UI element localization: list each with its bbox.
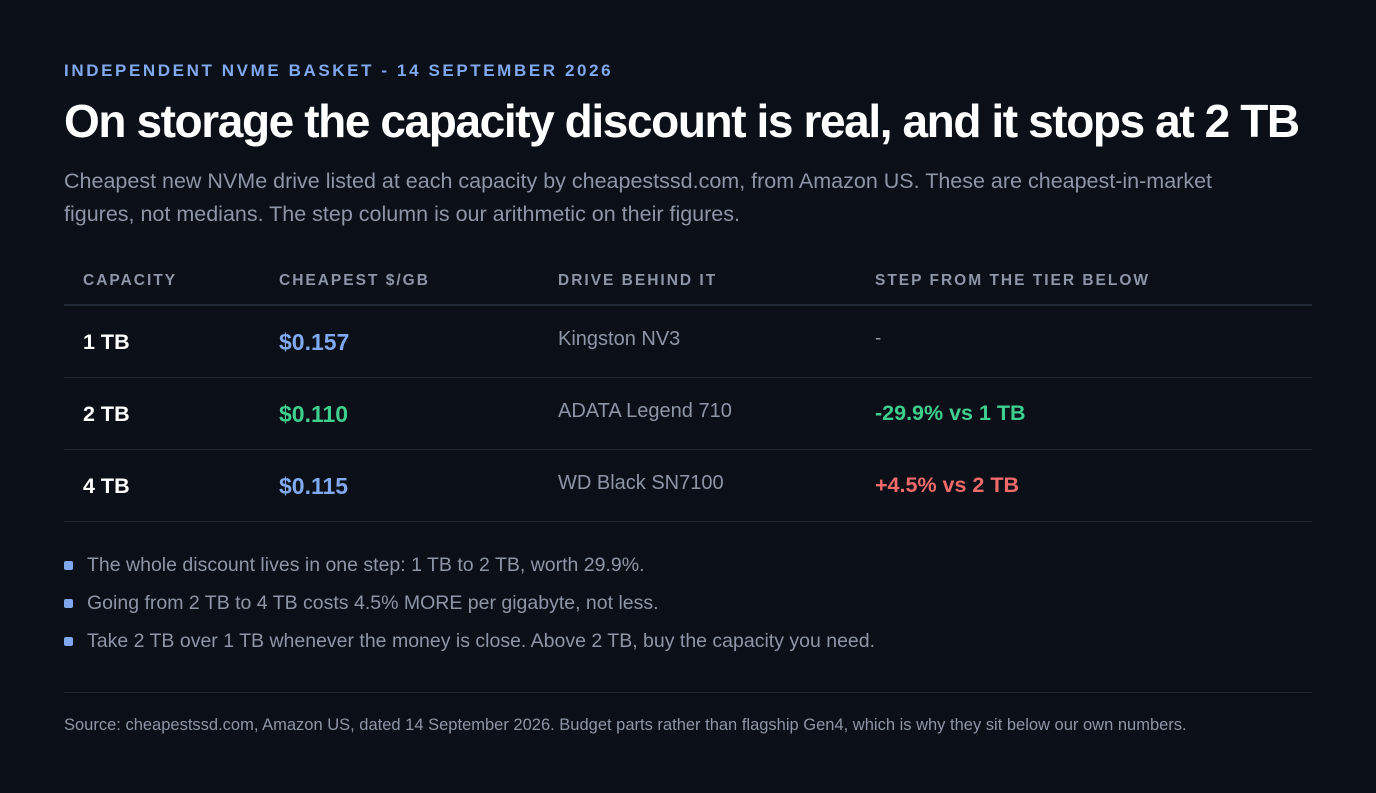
price-cell: $0.110: [279, 401, 349, 427]
capacity-cell: 2 TB: [83, 402, 130, 426]
list-item: The whole discount lives in one step: 1 …: [64, 548, 1312, 586]
bullet-marker-icon: [64, 561, 73, 570]
column-header-step: STEP FROM THE TIER BELOW: [875, 272, 1151, 289]
step-cell: +4.5% vs 2 TB: [875, 473, 1020, 497]
drive-cell: ADATA Legend 710: [558, 400, 732, 422]
source-note: Source: cheapestssd.com, Amazon US, date…: [64, 716, 1187, 734]
takeaway-list: The whole discount lives in one step: 1 …: [64, 548, 1312, 662]
divider: [64, 692, 1312, 693]
column-header-price: CHEAPEST $/GB: [279, 272, 430, 289]
price-cell: $0.115: [279, 473, 349, 499]
step-cell: -29.9% vs 1 TB: [875, 401, 1026, 425]
table-row: 4 TB $0.115 WD Black SN7100 +4.5% vs 2 T…: [64, 450, 1312, 522]
subtitle: Cheapest new NVMe drive listed at each c…: [64, 169, 1213, 226]
list-item: Going from 2 TB to 4 TB costs 4.5% MORE …: [64, 586, 1312, 624]
drive-cell: Kingston NV3: [558, 328, 681, 350]
table-row: 1 TB $0.157 Kingston NV3 -: [64, 306, 1312, 378]
note-text: The whole discount lives in one step: 1 …: [87, 554, 645, 576]
eyebrow: INDEPENDENT NVME BASKET - 14 SEPTEMBER 2…: [64, 61, 614, 80]
step-cell: -: [875, 328, 882, 349]
page-title: On storage the capacity discount is real…: [64, 95, 1300, 147]
table-header: CAPACITY CHEAPEST $/GB DRIVE BEHIND IT S…: [64, 256, 1312, 306]
column-header-capacity: CAPACITY: [83, 272, 178, 289]
list-item: Take 2 TB over 1 TB whenever the money i…: [64, 624, 1312, 662]
price-cell: $0.157: [279, 329, 350, 355]
capacity-cell: 4 TB: [83, 474, 130, 498]
table-row: 2 TB $0.110 ADATA Legend 710 -29.9% vs 1…: [64, 378, 1312, 450]
capacity-cell: 1 TB: [83, 330, 130, 354]
note-text: Going from 2 TB to 4 TB costs 4.5% MORE …: [87, 592, 659, 614]
bullet-marker-icon: [64, 599, 73, 608]
drive-cell: WD Black SN7100: [558, 472, 724, 494]
price-table: CAPACITY CHEAPEST $/GB DRIVE BEHIND IT S…: [64, 256, 1312, 522]
note-text: Take 2 TB over 1 TB whenever the money i…: [87, 630, 876, 652]
bullet-marker-icon: [64, 637, 73, 646]
column-header-drive: DRIVE BEHIND IT: [558, 272, 718, 289]
